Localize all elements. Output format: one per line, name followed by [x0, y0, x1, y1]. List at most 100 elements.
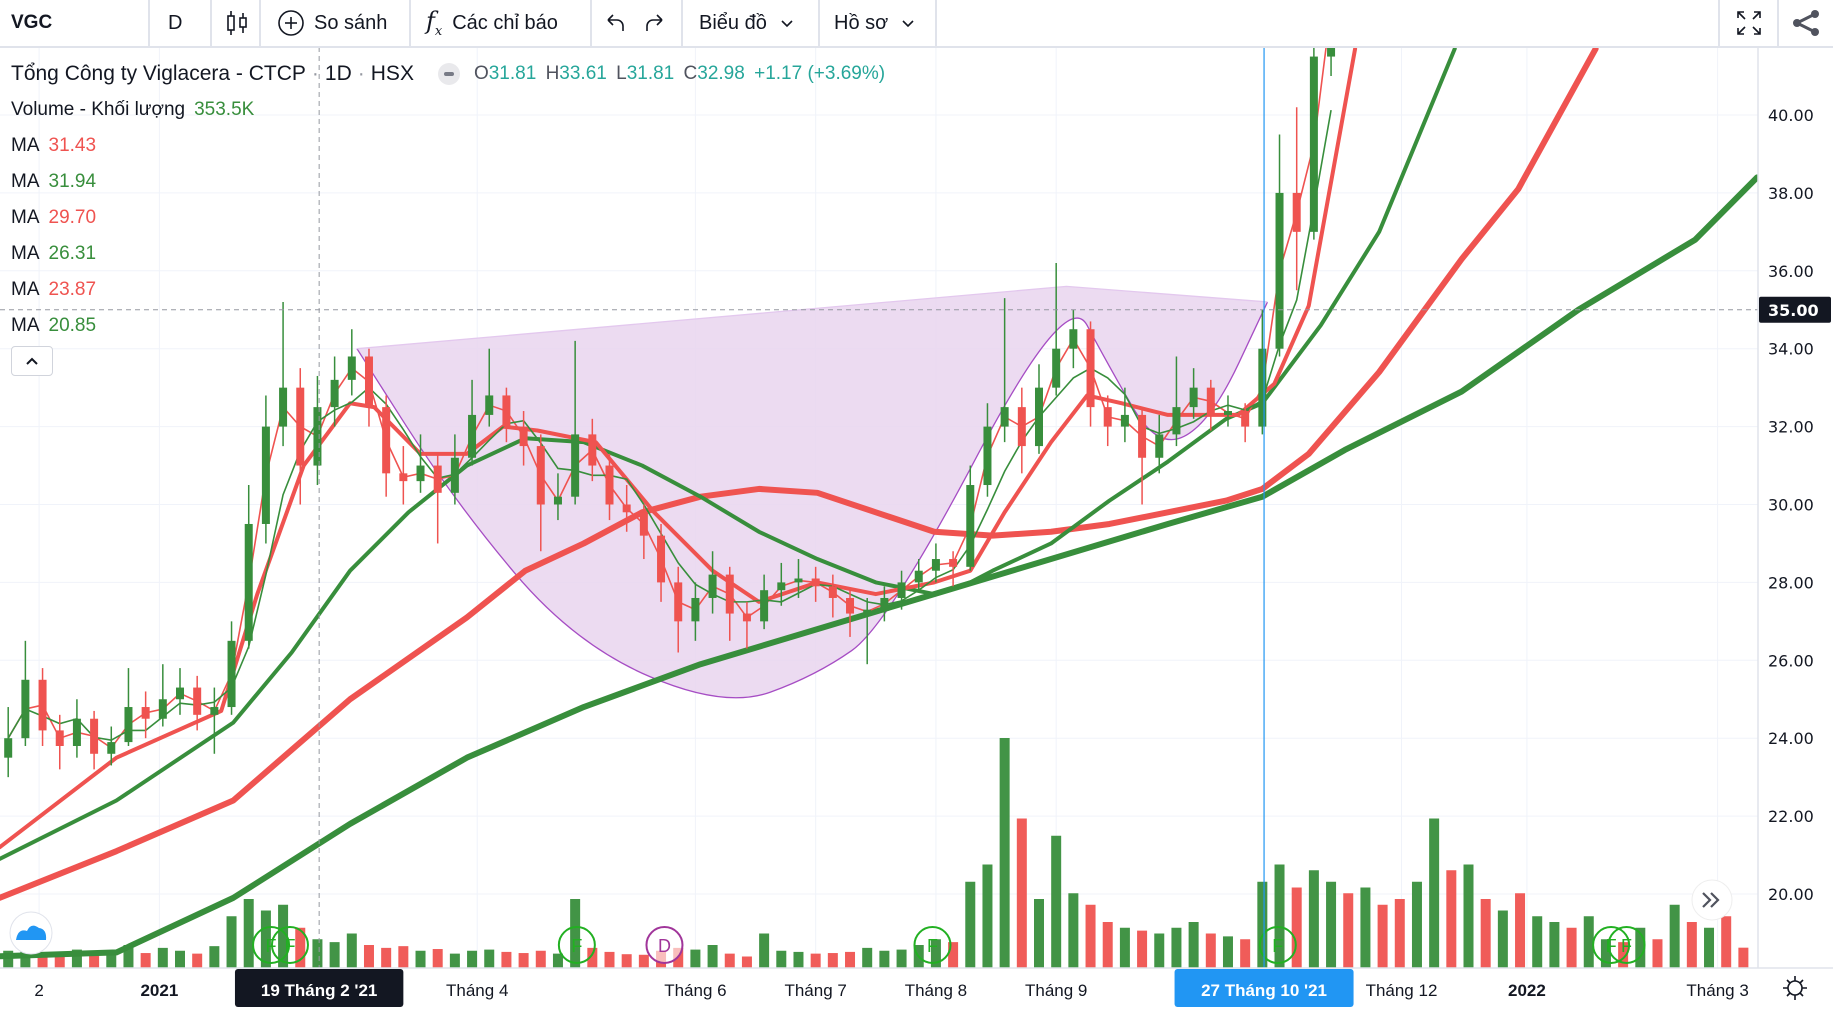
low-label: L: [616, 63, 627, 84]
price-tick-label: 28.00: [1768, 573, 1814, 592]
compare-label: So sánh: [314, 11, 388, 34]
logo-badge: [9, 911, 53, 955]
fullscreen-button[interactable]: [1734, 0, 1764, 46]
event-marker-letter: F: [927, 936, 938, 956]
candle-body: [1206, 387, 1215, 415]
symbol-legend-row: Tổng Công ty Viglacera - CTCP · 1D · HSX…: [11, 62, 886, 85]
undo-button[interactable]: [602, 0, 628, 46]
volume-bar: [999, 738, 1010, 968]
volume-bar: [1583, 916, 1594, 968]
volume-bar: [71, 949, 82, 968]
time-tick-label: 2021: [140, 981, 178, 1000]
candle-body: [674, 582, 683, 622]
candles: [4, 47, 1336, 778]
volume-bar: [415, 950, 426, 968]
ma-legend-row[interactable]: MA 31.94: [11, 164, 885, 200]
plus-circle-icon: [278, 10, 304, 36]
scroll-to-realtime-button[interactable]: [1691, 879, 1733, 921]
hide-legend-button[interactable]: [437, 63, 460, 85]
ma-label: MA: [11, 207, 40, 228]
volume-label[interactable]: Volume - Khối lượng: [11, 99, 186, 120]
candle-body: [90, 718, 99, 754]
candle-body: [21, 679, 30, 739]
time-tick-label: 2022: [1508, 981, 1546, 1000]
volume-bar: [260, 910, 271, 968]
redo-button[interactable]: [642, 0, 668, 46]
volume-bar: [638, 954, 649, 968]
candle-body: [485, 395, 494, 415]
candle-body: [536, 446, 545, 505]
price-tick-label: 32.00: [1768, 418, 1814, 437]
time-tick-label: 27 Tháng 10 '21: [1201, 981, 1327, 1000]
volume-bar: [1051, 835, 1062, 968]
price-tick-label: 34.00: [1768, 340, 1814, 359]
event-marker-letter: F: [1606, 936, 1617, 956]
volume-bar: [1429, 818, 1440, 968]
volume-bar: [1549, 922, 1560, 968]
candle-body: [313, 407, 322, 466]
volume-bar: [690, 949, 701, 968]
close-value: 32.98: [697, 63, 745, 84]
ma-legend-row[interactable]: MA 26.31: [11, 236, 885, 272]
price-tick-label: 20.00: [1768, 885, 1814, 904]
compare-button[interactable]: So sánh: [276, 0, 387, 46]
symbol-title[interactable]: Tổng Công ty Viglacera - CTCP: [11, 62, 306, 85]
divider: [818, 0, 820, 46]
candle-body: [330, 379, 339, 408]
symbol-search-button[interactable]: VGC: [11, 0, 52, 46]
candle-body: [1258, 348, 1267, 427]
interval-button[interactable]: D: [168, 0, 182, 46]
volume-bar: [329, 942, 340, 968]
candles-icon: [227, 11, 247, 35]
candle-body: [227, 640, 236, 708]
indicators-button[interactable]: fx Các chỉ báo: [426, 0, 558, 46]
event-marker-earnings: [252, 926, 291, 964]
ma-value: 20.85: [48, 315, 97, 336]
price-axis[interactable]: [1758, 47, 1833, 1010]
chevron-down-icon: [902, 20, 914, 28]
indicators-label: Các chỉ báo: [452, 11, 558, 34]
volume-bar: [707, 945, 718, 968]
divider: [409, 0, 411, 46]
divider: [590, 0, 592, 46]
volume-bar: [1360, 887, 1371, 968]
volume-bar: [1119, 927, 1130, 968]
candle-body: [605, 465, 614, 505]
volume-bar: [1016, 818, 1027, 968]
volume-bar: [776, 950, 787, 968]
profile-menu-button[interactable]: Hồ sơ: [834, 0, 918, 46]
candle-body: [639, 512, 648, 536]
volume-bar: [570, 899, 581, 968]
redo-icon: [646, 14, 663, 31]
settings-button[interactable]: [1783, 976, 1807, 1000]
time-axis-labels[interactable]: 2 2021 19 Tháng 2 '21 Tháng 4 Tháng 6 Tháng 7…: [34, 969, 1749, 1007]
ma-legend-row[interactable]: MA 20.85: [11, 308, 885, 344]
volume-bar: [243, 899, 254, 968]
volume-bar: [1068, 893, 1079, 968]
volume-bar: [1738, 947, 1749, 968]
chart-menu-button[interactable]: Biểu đồ: [699, 0, 797, 46]
chart-style-button[interactable]: [224, 0, 250, 46]
profile-menu-label: Hồ sơ: [834, 11, 889, 34]
candle-body: [158, 699, 167, 719]
share-button[interactable]: [1791, 0, 1821, 46]
candle-body: [1223, 411, 1232, 415]
candle-body: [1189, 387, 1198, 408]
candle-body: [742, 613, 751, 622]
candle-body: [1155, 434, 1164, 458]
ma-legend-row[interactable]: MA 23.87: [11, 272, 885, 308]
time-tick-label: 19 Tháng 2 '21: [261, 981, 377, 1000]
candle-body: [193, 687, 202, 715]
crosshair: [0, 47, 1758, 968]
event-marker-earnings: [1592, 926, 1631, 964]
legend-exchange: HSX: [370, 62, 414, 85]
volume-bar: [1291, 887, 1302, 968]
volume-bar: [1171, 927, 1182, 968]
volume-bar: [759, 933, 770, 968]
ma-legend-row[interactable]: MA 31.43: [11, 128, 885, 164]
collapse-legend-button[interactable]: [11, 346, 53, 376]
high-value: 33.61: [559, 63, 607, 84]
time-tick-label: Tháng 3: [1686, 981, 1748, 1000]
ma-legend-row[interactable]: MA 29.70: [11, 200, 885, 236]
